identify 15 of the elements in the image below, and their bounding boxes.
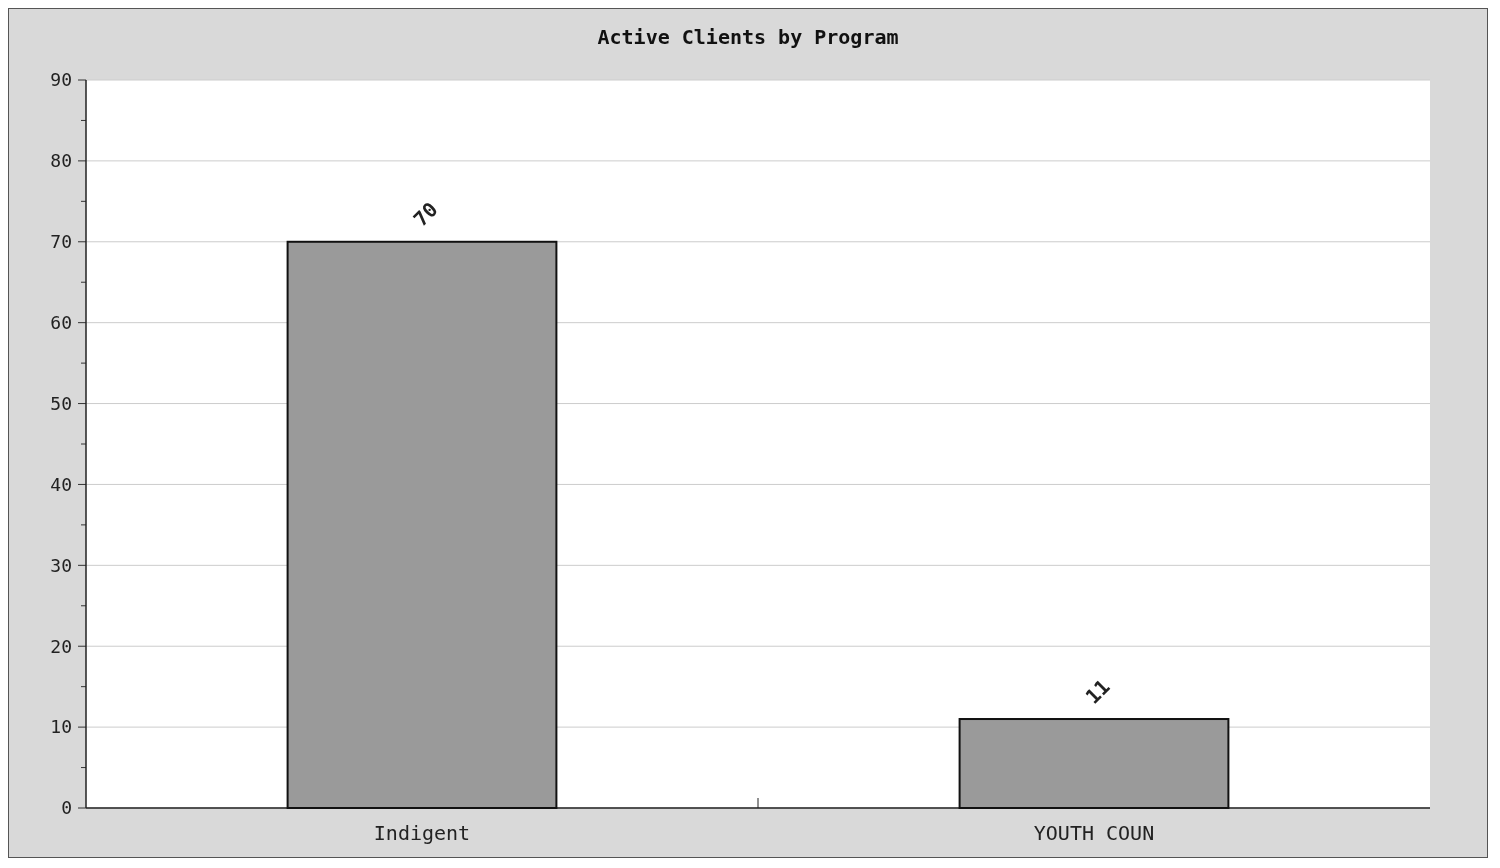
y-tick-label: 0 <box>61 797 72 819</box>
y-tick-label: 80 <box>50 150 72 172</box>
y-tick-label: 30 <box>50 554 72 576</box>
x-tick-label: YOUTH COUN <box>1033 821 1155 845</box>
chart-title: Active Clients by Program <box>597 25 899 49</box>
y-tick-label: 70 <box>50 231 72 253</box>
y-tick-label: 90 <box>50 69 72 91</box>
data-label: 70 <box>408 197 443 232</box>
y-tick-label: 20 <box>50 635 72 657</box>
data-label: 11 <box>1080 674 1115 709</box>
x-tick-label: Indigent <box>373 821 471 845</box>
y-tick-label: 50 <box>50 392 72 414</box>
y-tick-label: 10 <box>50 716 72 738</box>
y-tick-label: 60 <box>50 311 72 333</box>
y-tick-label: 40 <box>50 473 72 495</box>
